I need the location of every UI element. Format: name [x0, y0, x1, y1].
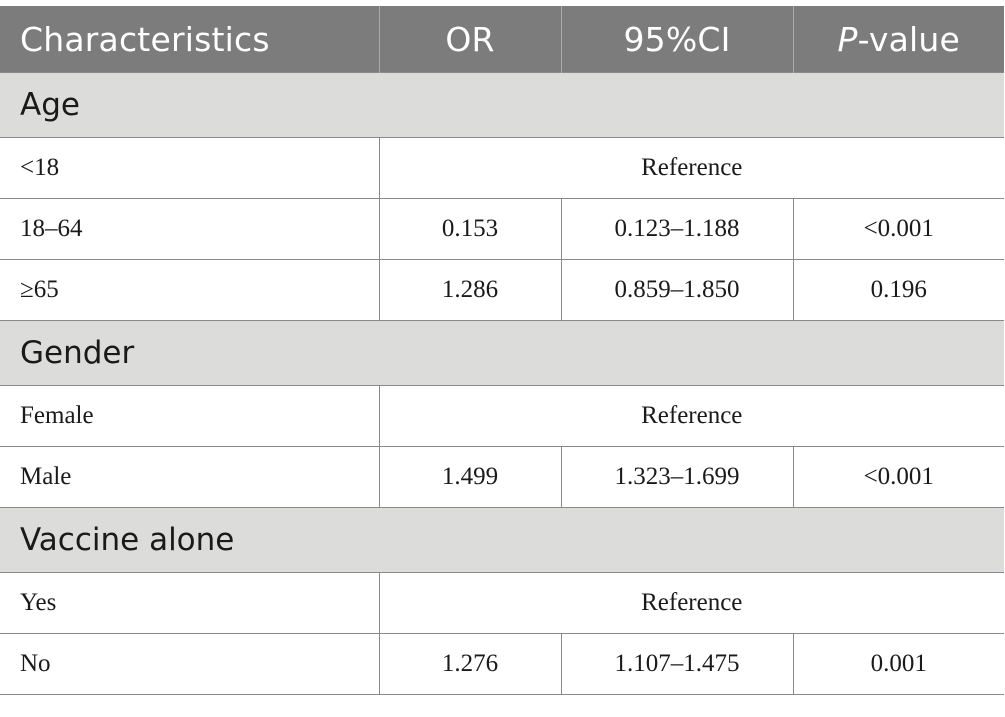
ci-cell: 1.107–1.475: [560, 633, 794, 695]
group-title: Vaccine alone: [0, 507, 1004, 573]
table-row: 18–64 0.153 0.123–1.188 <0.001: [0, 198, 1004, 260]
group-title: Age: [0, 72, 1004, 138]
header-or: OR: [378, 6, 562, 73]
group-title: Gender: [0, 320, 1004, 386]
group-row-vaccine-alone: Vaccine alone: [0, 507, 1004, 573]
table-header: Characteristics OR 95%CI P-value: [0, 6, 1004, 73]
p-value-cell: <0.001: [792, 446, 1004, 508]
group-row-age: Age: [0, 72, 1004, 138]
row-label: 18–64: [0, 198, 380, 260]
row-label: Male: [0, 446, 380, 508]
header-ci: 95%CI: [560, 6, 794, 73]
p-value-cell: 0.196: [792, 259, 1004, 321]
header-p-value: P-value: [792, 6, 1004, 73]
reference-cell: Reference: [378, 572, 1004, 634]
reference-cell: Reference: [378, 385, 1004, 447]
or-cell: 1.499: [378, 446, 562, 508]
table-row: Yes Reference: [0, 572, 1004, 634]
header-p-rest: -value: [857, 19, 960, 59]
row-label: No: [0, 633, 380, 695]
table-body: Age <18 Reference 18–64 0.153 0.123–1.18…: [0, 72, 1004, 695]
p-value-cell: <0.001: [792, 198, 1004, 260]
odds-ratio-table: Characteristics OR 95%CI P-value Age <18…: [0, 6, 1004, 695]
table-row: Female Reference: [0, 385, 1004, 447]
or-cell: 1.276: [378, 633, 562, 695]
header-p-italic: P: [837, 19, 858, 59]
row-label: <18: [0, 137, 380, 199]
table-row: <18 Reference: [0, 137, 1004, 199]
group-row-gender: Gender: [0, 320, 1004, 386]
reference-cell: Reference: [378, 137, 1004, 199]
header-row: Characteristics OR 95%CI P-value: [0, 6, 1004, 73]
table-row: ≥65 1.286 0.859–1.850 0.196: [0, 259, 1004, 321]
ci-cell: 0.123–1.188: [560, 198, 794, 260]
row-label: Yes: [0, 572, 380, 634]
or-cell: 1.286: [378, 259, 562, 321]
p-value-cell: 0.001: [792, 633, 1004, 695]
table-row: Male 1.499 1.323–1.699 <0.001: [0, 446, 1004, 508]
ci-cell: 1.323–1.699: [560, 446, 794, 508]
row-label: Female: [0, 385, 380, 447]
ci-cell: 0.859–1.850: [560, 259, 794, 321]
or-cell: 0.153: [378, 198, 562, 260]
header-characteristics: Characteristics: [0, 6, 380, 73]
row-label: ≥65: [0, 259, 380, 321]
table-row: No 1.276 1.107–1.475 0.001: [0, 633, 1004, 695]
